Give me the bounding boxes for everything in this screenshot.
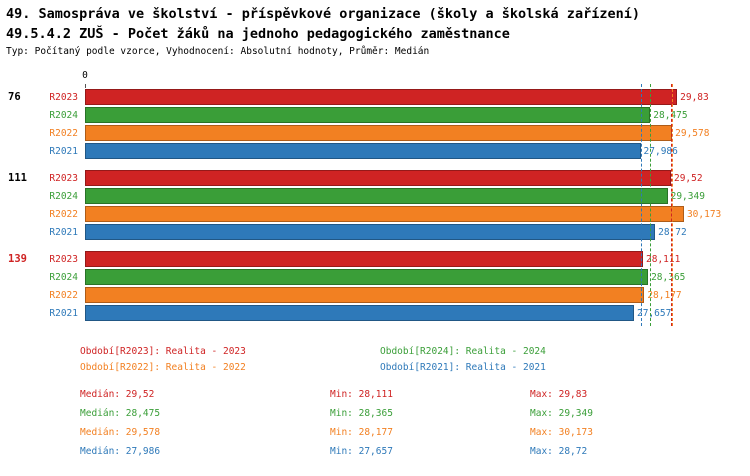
bar-group-76: 76 R2023 29,83 R2024 28,475 R2022 [0,88,750,160]
legend-item-r2024: Období[R2024]: Realita - 2024 [380,346,546,357]
bar-track: 29,349 [85,188,750,204]
report-meta-line: Typ: Počítaný podle vzorce, Vyhodnocení:… [6,46,430,57]
bar-track: 27,986 [85,143,750,159]
bar [85,89,678,105]
chart-plot: 76 R2023 29,83 R2024 28,475 R2022 [0,84,750,326]
bar-track: 28,72 [85,224,750,240]
axis-origin-tick [85,84,86,88]
stats-row-r2022: Medián: 29,578 Min: 28,177 Max: 30,173 [80,427,750,439]
series-label: R2023 [49,253,78,265]
bar-row: R2021 27,657 [0,304,750,322]
bar-row: R2024 28,475 [0,106,750,124]
bar-row: R2023 29,83 [0,88,750,106]
bar-track: 28,365 [85,269,750,285]
bar-track: 29,83 [85,89,750,105]
bar [85,251,644,267]
bar [85,188,668,204]
bar-value-label: 29,578 [675,127,710,139]
bar-value-label: 28,72 [658,226,687,238]
stat-min: Min: 28,365 [330,408,393,419]
bar [85,305,634,321]
stat-max: Max: 28,72 [530,446,588,457]
bar-row: R2023 29,52 [0,169,750,187]
series-label: R2024 [49,271,78,283]
stat-max: Max: 29,349 [530,408,593,419]
bar-track: 29,578 [85,125,750,141]
bar-row: R2022 29,578 [0,124,750,142]
bar-track: 28,475 [85,107,750,123]
report-header: 49. Samospráva ve školství - příspěvkové… [0,0,750,44]
legend-item-r2022: Období[R2022]: Realita - 2022 [80,362,246,373]
series-label: R2021 [49,226,78,238]
bar [85,287,645,303]
bar [85,125,673,141]
bar-row: R2022 30,173 [0,205,750,223]
stat-median: Medián: 29,52 [80,389,155,400]
bar-row: R2021 28,72 [0,223,750,241]
legend-item-r2021: Období[R2021]: Realita - 2021 [380,362,546,373]
series-label: R2021 [49,145,78,157]
series-label: R2022 [49,127,78,139]
legend: Období[R2023]: Realita - 2023 Období[R20… [0,346,750,373]
stats-table: Medián: 29,52 Min: 28,111 Max: 29,83 Med… [0,389,750,458]
bar-row: R2024 28,365 [0,268,750,286]
axis-header: 0 [0,66,750,88]
bar-row: R2022 28,177 [0,286,750,304]
stat-max: Max: 30,173 [530,427,593,438]
bar [85,269,649,285]
series-label: R2024 [49,190,78,202]
bar-row: R2023 28,111 [0,250,750,268]
bar-value-label: 29,349 [670,190,705,202]
stat-median: Medián: 27,986 [80,446,161,457]
bar-row: R2021 27,986 [0,142,750,160]
bar [85,107,651,123]
bar-track: 30,173 [85,206,750,222]
axis-origin-label: 0 [82,70,88,81]
stat-min: Min: 28,177 [330,427,393,438]
series-label: R2022 [49,289,78,301]
bar-track: 27,657 [85,305,750,321]
group-label: 111 [8,172,27,184]
bar-value-label: 27,657 [637,307,672,319]
bar [85,224,656,240]
bar-track: 29,52 [85,170,750,186]
bar-value-label: 28,475 [653,109,688,121]
bar-track: 28,111 [85,251,750,267]
stat-max: Max: 29,83 [530,389,588,400]
bar-group-139: 139 R2023 28,111 R2024 28,365 R2022 [0,250,750,322]
group-label: 76 [8,91,21,103]
bar-value-label: 29,52 [673,172,703,184]
bar-value-label: 27,986 [643,145,678,157]
series-label: R2023 [49,91,78,103]
series-label: R2021 [49,307,78,319]
bar-value-label: 28,365 [651,271,686,283]
series-label: R2023 [49,172,78,184]
stat-min: Min: 28,111 [330,389,393,400]
stat-median: Medián: 28,475 [80,408,161,419]
stat-min: Min: 27,657 [330,446,393,457]
stats-row-r2021: Medián: 27,986 Min: 27,657 Max: 28,72 [80,446,750,458]
bar-value-label: 28,111 [646,253,681,265]
legend-item-r2023: Období[R2023]: Realita - 2023 [80,346,246,357]
bar-value-label: 30,173 [686,208,722,220]
stat-median: Medián: 29,578 [80,427,161,438]
bar [85,143,641,159]
bar-group-111: 111 R2023 29,52 R2024 29,349 R2022 [0,169,750,241]
stats-row-r2024: Medián: 28,475 Min: 28,365 Max: 29,349 [80,408,750,420]
bar-chart: 0 76 R2023 29,83 R2024 28,475 R2022 [0,66,750,326]
report-subtitle-indicator: 49.5.4.2 ZUŠ - Počet žáků na jednoho ped… [6,26,510,42]
series-label: R2024 [49,109,78,121]
bar-value-label: 28,177 [647,289,682,301]
stats-row-r2023: Medián: 29,52 Min: 28,111 Max: 29,83 [80,389,750,401]
bar [85,170,671,186]
bar [85,206,684,222]
series-label: R2022 [49,208,78,220]
report-title: 49. Samospráva ve školství - příspěvkové… [6,6,640,22]
bar-row: R2024 29,349 [0,187,750,205]
group-label: 139 [8,253,27,265]
bar-value-label: 29,83 [680,91,709,103]
bar-track: 28,177 [85,287,750,303]
